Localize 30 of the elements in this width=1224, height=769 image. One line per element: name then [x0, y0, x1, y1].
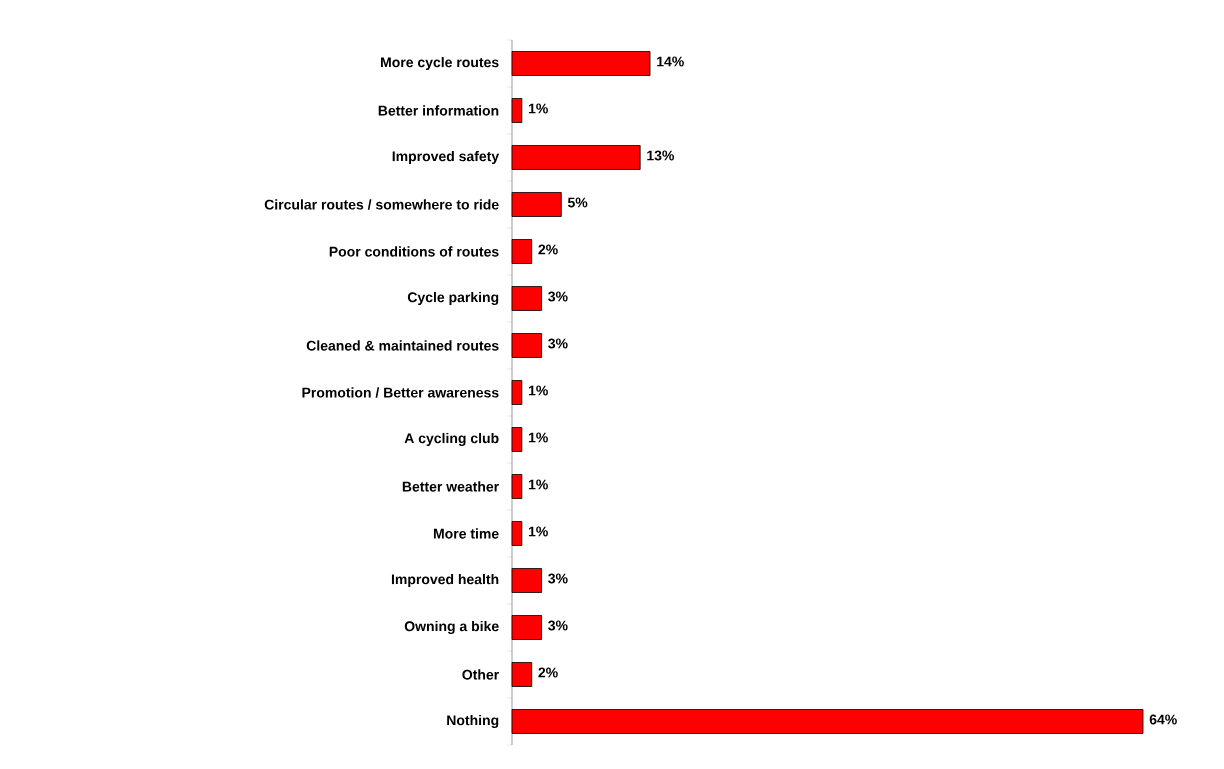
data-label: 3% [548, 573, 568, 584]
data-label: 3% [548, 338, 568, 349]
y-tick-label: More time [433, 528, 499, 539]
y-tick-label: Owning a bike [404, 620, 499, 635]
y-tick-label: Improved health [391, 573, 499, 588]
data-label: 64% [1149, 714, 1177, 725]
y-tick-label: Circular routes / somewhere to ride [264, 199, 499, 210]
y-tick-label: Other [462, 669, 499, 680]
y-tick-label: Better information [378, 105, 499, 116]
y-tick-label: Promotion / Better awareness [302, 387, 499, 398]
y-tick-label: Cleaned & maintained routes [306, 340, 499, 351]
y-tick-label: Cycle parking [407, 291, 499, 306]
y-tick-label: Better weather [402, 481, 499, 492]
y-tick-label: A cycling club [404, 432, 499, 447]
data-label: 3% [548, 291, 568, 302]
data-label: 2% [538, 244, 558, 255]
data-label: 1% [528, 385, 548, 396]
y-tick-label: Nothing [447, 714, 499, 729]
data-label: 1% [528, 103, 548, 114]
y-tick-label: More cycle routes [381, 56, 499, 71]
data-label: 1% [528, 432, 548, 443]
data-label: 5% [567, 197, 588, 208]
data-label: 1% [528, 526, 548, 537]
y-tick-label: Poor conditions of routes [329, 246, 499, 257]
data-label: 14% [657, 56, 684, 67]
y-tick-label: Improved safety [392, 150, 500, 165]
data-label: 2% [538, 667, 558, 678]
data-label: 13% [647, 150, 675, 161]
data-label: 1% [528, 479, 548, 490]
data-label: 3% [548, 620, 568, 631]
